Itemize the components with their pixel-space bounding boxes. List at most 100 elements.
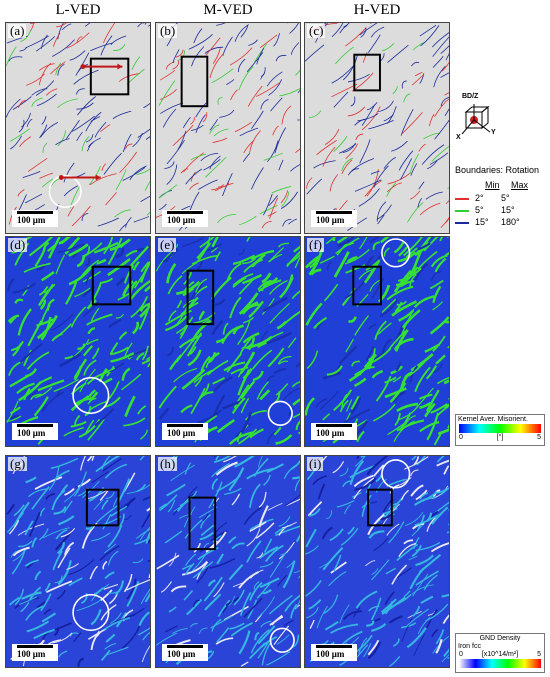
scale-bar-label: 100 μm bbox=[316, 649, 345, 659]
scale-bar-label: 100 μm bbox=[316, 215, 345, 225]
scale-bar: 100 μm bbox=[162, 644, 208, 661]
gnd-colorbar-title: GND Density bbox=[479, 635, 521, 642]
region-highlight-circle bbox=[72, 593, 110, 632]
micrograph-panel: (h) 100 μm bbox=[155, 455, 301, 668]
scale-bar-line bbox=[17, 424, 53, 427]
region-highlight-box bbox=[89, 57, 130, 96]
panel-label: (e) bbox=[158, 237, 177, 252]
boundaries-legend-title: Boundaries: Rotation bbox=[455, 165, 540, 175]
scale-bar-line bbox=[167, 645, 203, 648]
micrograph-panel: (g) 100 μm bbox=[5, 455, 151, 668]
scale-bar: 100 μm bbox=[12, 210, 58, 227]
panel-label: (h) bbox=[158, 456, 178, 471]
scale-bar: 100 μm bbox=[311, 644, 357, 661]
scale-bar-line bbox=[17, 645, 53, 648]
micrograph-panel: (a) 100 μm bbox=[5, 22, 151, 234]
region-highlight-box bbox=[367, 488, 393, 527]
region-highlight-box bbox=[353, 53, 381, 92]
micrograph-image bbox=[6, 456, 150, 667]
micrograph-image bbox=[6, 237, 150, 446]
panel-label: (d) bbox=[8, 237, 28, 252]
scale-bar: 100 μm bbox=[12, 423, 58, 440]
scale-bar-line bbox=[316, 424, 352, 427]
scale-bar-line bbox=[167, 211, 203, 214]
column-title-l-ved: L-VED bbox=[55, 2, 101, 18]
gnd-colorbar-phase: Iron fcc bbox=[458, 643, 481, 650]
legend-max: 15° bbox=[501, 205, 515, 215]
region-highlight-circle bbox=[72, 376, 110, 415]
micrograph-image bbox=[305, 237, 449, 446]
micrograph-image bbox=[6, 23, 150, 233]
gnd-colorbar-gradient bbox=[459, 659, 541, 668]
column-title-h-ved: H-VED bbox=[353, 2, 401, 18]
scale-bar-label: 100 μm bbox=[167, 215, 196, 225]
micrograph-image bbox=[156, 456, 300, 667]
region-highlight-circle bbox=[48, 174, 82, 209]
legend-swatch bbox=[455, 221, 469, 224]
gnd-colorbar-unit: [x10^14/m²] bbox=[481, 651, 519, 658]
micrograph-image bbox=[156, 23, 300, 233]
scale-bar-label: 100 μm bbox=[17, 215, 46, 225]
legend-min: 15° bbox=[475, 217, 489, 227]
kam-colorbar-min: 0 bbox=[459, 434, 463, 441]
region-highlight-box bbox=[85, 488, 120, 527]
panel-label: (g) bbox=[8, 456, 28, 471]
kam-colorbar-title: Kernel Aver. Misorient. bbox=[458, 416, 528, 423]
boundaries-legend-row: 2° 5° bbox=[455, 193, 510, 203]
axis-label-bd: BD/Z bbox=[462, 93, 479, 100]
legend-swatch bbox=[455, 197, 469, 200]
panel-label: (i) bbox=[307, 456, 324, 471]
boundaries-legend-row: 5° 15° bbox=[455, 205, 515, 215]
scale-bar: 100 μm bbox=[311, 210, 357, 227]
kam-colorbar-gradient bbox=[459, 424, 541, 433]
scale-bar: 100 μm bbox=[311, 423, 357, 440]
scale-bar-label: 100 μm bbox=[167, 649, 196, 659]
legend-swatch bbox=[455, 209, 469, 212]
scale-bar: 100 μm bbox=[12, 644, 58, 661]
panel-label: (a) bbox=[8, 23, 27, 38]
region-highlight-circle bbox=[381, 459, 411, 489]
legend-min: 5° bbox=[475, 205, 484, 215]
legend-min: 2° bbox=[475, 193, 484, 203]
scale-bar-line bbox=[316, 211, 352, 214]
axis-label-y: Y bbox=[491, 129, 496, 136]
micrograph-panel: (b) 100 μm bbox=[155, 22, 301, 234]
region-highlight-box bbox=[188, 496, 217, 551]
axis-label-x: X bbox=[456, 134, 461, 141]
micrograph-image bbox=[156, 237, 300, 446]
micrograph-panel: (e) 100 μm bbox=[155, 236, 301, 447]
legend-max: 5° bbox=[501, 193, 510, 203]
kam-colorbar-unit: [°] bbox=[496, 434, 504, 441]
coordinate-axes-icon bbox=[456, 98, 496, 144]
boundaries-legend-min-header: Min bbox=[485, 180, 500, 190]
scale-bar-label: 100 μm bbox=[17, 428, 46, 438]
kam-colorbar-max: 5 bbox=[537, 434, 541, 441]
micrograph-panel: (f) 100 μm bbox=[304, 236, 450, 447]
panel-label: (c) bbox=[307, 23, 326, 38]
region-highlight-box bbox=[186, 269, 215, 326]
region-highlight-box bbox=[91, 265, 132, 306]
scale-bar-label: 100 μm bbox=[17, 649, 46, 659]
scale-bar-line bbox=[316, 645, 352, 648]
micrograph-image bbox=[305, 456, 449, 667]
region-highlight-circle bbox=[267, 400, 293, 426]
scale-bar-label: 100 μm bbox=[316, 428, 345, 438]
region-highlight-box bbox=[180, 55, 209, 108]
region-highlight-circle bbox=[269, 627, 295, 653]
scale-bar-line bbox=[167, 424, 203, 427]
region-highlight-box bbox=[352, 265, 382, 306]
micrograph-panel: (c) 100 μm bbox=[304, 22, 450, 234]
scale-bar: 100 μm bbox=[162, 423, 208, 440]
micrograph-image bbox=[305, 23, 449, 233]
boundaries-legend-max-header: Max bbox=[511, 180, 529, 190]
region-highlight-circle bbox=[381, 238, 411, 268]
column-title-m-ved: M-VED bbox=[203, 2, 253, 18]
scale-bar: 100 μm bbox=[162, 210, 208, 227]
gnd-colorbar-min: 0 bbox=[459, 651, 463, 658]
legend-max: 180° bbox=[501, 217, 520, 227]
boundaries-legend-row: 15° 180° bbox=[455, 217, 520, 227]
kam-colorbar: Kernel Aver. Misorient. 0 [°] 5 bbox=[455, 414, 545, 446]
panel-label: (f) bbox=[307, 237, 324, 252]
scale-bar-label: 100 μm bbox=[167, 428, 196, 438]
micrograph-panel: (i) 100 μm bbox=[304, 455, 450, 668]
